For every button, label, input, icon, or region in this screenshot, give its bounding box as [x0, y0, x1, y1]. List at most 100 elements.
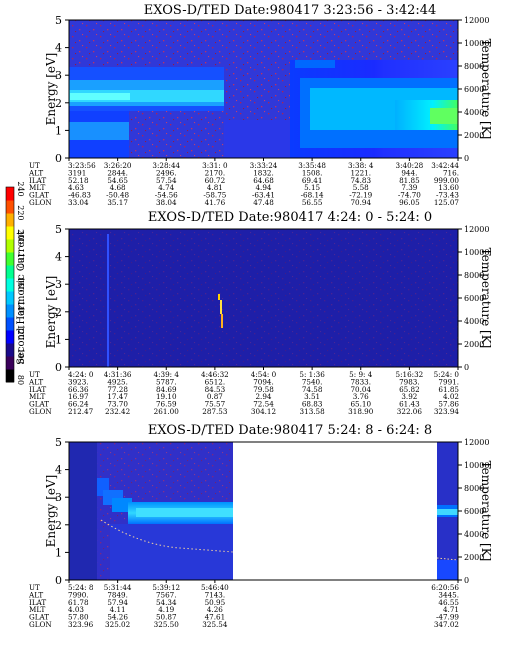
ytick-label: 5: [55, 223, 62, 236]
ephemeris-cell: 47.61: [205, 613, 226, 622]
ephemeris-cell: 318.90: [348, 407, 374, 416]
ephemeris-row-label: GLAT: [29, 191, 49, 200]
y2tick-label: 12000: [464, 16, 489, 25]
ephemeris-cell: 2.94: [255, 392, 271, 401]
colorbar-tick-label: 180: [16, 253, 25, 268]
ephemeris-cell: 74.58: [302, 385, 323, 394]
ytick-label: 3: [55, 278, 62, 291]
ephemeris-cell: 5:24: 0: [434, 370, 460, 379]
ephemeris-row-label: ILAT: [29, 176, 46, 185]
colorbar-segment: [6, 343, 14, 357]
ytick-label: 1: [55, 124, 62, 137]
ephemeris-cell: 944.: [401, 168, 417, 177]
ephemeris-cell: 76.59: [156, 400, 177, 409]
panel-1-title: EXOS-D/TED Date:980417 3:23:56 - 3:42:44: [144, 3, 437, 18]
ephemeris-cell: 5:39:12: [152, 583, 180, 592]
ephemeris-cell: 5.15: [304, 183, 320, 192]
ephemeris-cell: 3.92: [401, 392, 417, 401]
panel-1-ylabel: Energy [eV]: [44, 53, 58, 126]
ephemeris-cell: 4:54: 0: [251, 370, 277, 379]
ephemeris-cell: 4.03: [68, 605, 84, 614]
ephemeris-cell: 3191: [68, 168, 86, 177]
ytick-label: 2: [55, 519, 62, 532]
ephemeris-cell: 1221.: [350, 168, 371, 177]
ytick-label: 3: [55, 491, 62, 504]
ephemeris-cell: 46.55: [438, 598, 459, 607]
colorbar-segment: [6, 252, 14, 266]
ephemeris-cell: 79.58: [253, 385, 274, 394]
y2tick-label: 8000: [464, 271, 484, 280]
ephemeris-cell: 325.54: [202, 620, 228, 629]
ephemeris-cell: 3:33:24: [250, 161, 278, 170]
ephemeris-cell: 1508.: [302, 168, 323, 177]
y2tick-label: 0: [464, 576, 469, 585]
ephemeris-cell: 38.04: [156, 198, 177, 207]
y2tick-label: 8000: [464, 62, 484, 71]
colorbar-segment: [6, 187, 14, 201]
ytick-label: 2: [55, 306, 62, 319]
ephemeris-cell: 3:31: 0: [202, 161, 228, 170]
panel-2-title: EXOS-D/TED Date:980417 4:24: 0 - 5:24: 0: [148, 210, 432, 225]
ephemeris-cell: 65.10: [350, 400, 371, 409]
ephemeris-row-label: GLAT: [29, 400, 49, 409]
ephemeris-cell: 3:35:48: [298, 161, 326, 170]
ephemeris-cell: -58.75: [203, 191, 226, 200]
ephemeris-cell: 57.80: [68, 613, 89, 622]
ephemeris-cell: 5:46:40: [201, 583, 229, 592]
y2tick-label: 10000: [464, 461, 489, 470]
ephemeris-cell: 347.02: [434, 620, 459, 629]
colorbar-segment: [6, 239, 14, 253]
ytick-label: 5: [55, 436, 62, 449]
colorbar-segment: [6, 278, 14, 292]
ephemeris-cell: 313.58: [300, 407, 326, 416]
ephemeris-cell: 52.18: [68, 176, 89, 185]
ephemeris-cell: 50.95: [205, 598, 226, 607]
ephemeris-cell: -46.83: [68, 191, 91, 200]
ephemeris-cell: 6512.: [205, 377, 226, 386]
ephemeris-cell: 4.02: [443, 392, 459, 401]
ephemeris-cell: 3:28:44: [152, 161, 180, 170]
ephemeris-cell: 3:42:44: [431, 161, 459, 170]
ephemeris-cell: 54.34: [156, 598, 177, 607]
ephemeris-cell: 77.28: [107, 385, 128, 394]
ephemeris-row-label: ALT: [28, 590, 43, 599]
ytick-label: 0: [55, 574, 62, 587]
ephemeris-cell: 56.55: [302, 198, 323, 207]
colorbar-segment: [6, 330, 14, 344]
ytick-label: 3: [55, 69, 62, 82]
ephemeris-cell: 7991.: [438, 377, 459, 386]
ephemeris-cell: 125.07: [434, 198, 460, 207]
ytick-label: 0: [55, 152, 62, 165]
y2tick-label: 12000: [464, 225, 489, 234]
ephemeris-cell: 6:20:56: [431, 583, 459, 592]
y2tick-label: 4000: [464, 317, 484, 326]
ephemeris-cell: 7567.: [156, 590, 177, 599]
panel-3-title: EXOS-D/TED Date:980417 5:24: 8 - 6:24: 8: [148, 423, 432, 438]
ephemeris-cell: 7833.: [350, 377, 371, 386]
ephemeris-cell: 73.70: [107, 400, 128, 409]
colorbar-segment: [6, 226, 14, 240]
ephemeris-cell: 3923.: [68, 377, 89, 386]
ephemeris-cell: 7983.: [399, 377, 420, 386]
ephemeris-cell: 74.83: [350, 176, 371, 185]
ephemeris-cell: 70.94: [350, 198, 371, 207]
ephemeris-cell: 3:23:56: [68, 161, 96, 170]
y2tick-label: 2000: [464, 131, 484, 140]
ephemeris-cell: 61.43: [399, 400, 420, 409]
ephemeris-cell: -47.99: [436, 613, 459, 622]
ephemeris-row-label: UT: [29, 161, 40, 170]
panel-3: EXOS-D/TED Date:980417 5:24: 8 - 6:24: 8: [28, 423, 493, 629]
colorbar-segment: [6, 317, 14, 331]
colorbar-tick-label: 120: [16, 325, 25, 340]
y2tick-label: 8000: [464, 484, 484, 493]
ephemeris-cell: 69.41: [302, 176, 323, 185]
ephemeris-cell: 304.12: [251, 407, 276, 416]
colorbar: 240 220 200 180 160 140 120 100 80: [5, 181, 25, 385]
ephemeris-cell: 261.00: [154, 407, 180, 416]
ephemeris-cell: 5787.: [156, 377, 177, 386]
y2tick-label: 2000: [464, 340, 484, 349]
ephemeris-cell: 4.94: [255, 183, 271, 192]
ephemeris-cell: 212.47: [68, 407, 94, 416]
y2tick-label: 0: [464, 154, 469, 163]
ephemeris-cell: 5:31:44: [104, 583, 132, 592]
